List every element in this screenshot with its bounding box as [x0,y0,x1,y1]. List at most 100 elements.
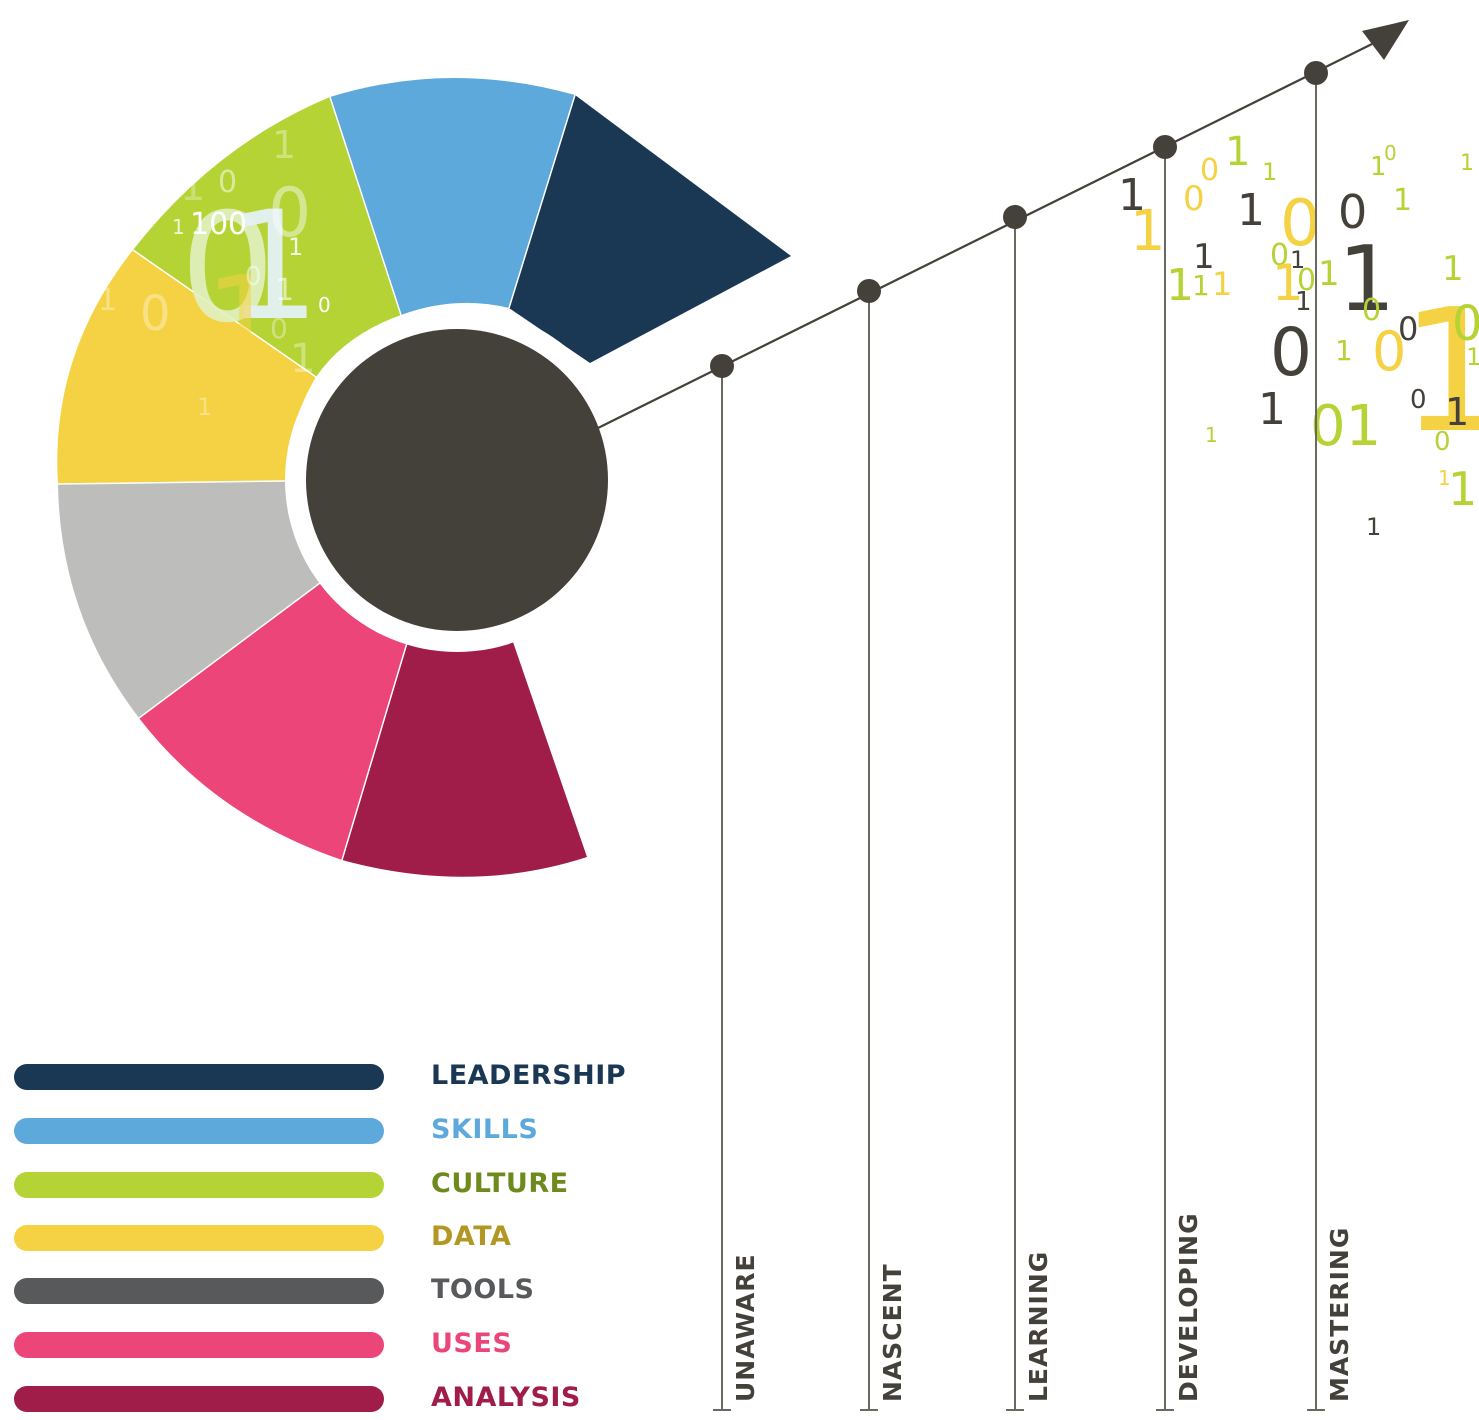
svg-text:0: 0 [228,207,247,242]
svg-text:0: 0 [268,174,311,253]
svg-text:1: 1 [272,123,296,167]
svg-text:1: 1 [98,283,117,318]
svg-text:1: 1 [1438,466,1451,490]
svg-text:1: 1 [1393,183,1412,218]
maturity-ring: 0 1 1 0 10 0 1 1 1 0 1 0 1 0 0 1 0 1 1 [57,77,791,877]
svg-text:0: 0 [1280,187,1321,261]
svg-text:1: 1 [1118,170,1146,221]
legend-swatch [14,1172,384,1198]
svg-text:0: 0 [245,262,262,292]
legend-item-analysis: ANALYSIS [0,1380,700,1420]
legend-swatch [14,1332,384,1358]
hub-circle [306,329,608,631]
svg-text:1: 1 [180,164,205,210]
svg-text:1: 1 [205,252,281,391]
svg-text:0: 0 [318,293,331,317]
svg-text:1: 1 [1295,287,1312,317]
stage-markers: UNAWARE NASCENT LEARNING DEVELOPING MASTERIN… [710,61,1354,1411]
stage-learning: LEARNING [1003,205,1053,1411]
svg-text:1: 1 [1237,185,1265,236]
culture-binary-overlay: 0 1 1 0 10 0 1 1 1 0 1 0 1 0 [172,123,331,391]
svg-text:1: 1 [290,336,315,382]
wedge-analysis[interactable] [342,642,587,877]
svg-text:1: 1 [225,180,320,354]
svg-text:0: 0 [1398,310,1418,348]
svg-text:1: 1 [1290,246,1305,274]
svg-text:0: 0 [1384,141,1397,165]
stage-node[interactable] [857,279,881,303]
svg-text:1: 1 [1460,151,1474,176]
svg-text:1: 1 [1445,390,1469,434]
svg-text:1: 1 [288,233,303,261]
legend-swatch [14,1064,384,1090]
svg-text:0: 0 [1297,263,1316,298]
svg-text:0: 0 [180,182,275,356]
legend-swatch [14,1278,384,1304]
svg-text:1: 1 [1192,269,1210,302]
legend-item-skills: SKILLS [0,1112,700,1152]
legend-swatch [14,1386,384,1412]
svg-text:1: 1 [1466,343,1479,371]
svg-text:0: 0 [1270,238,1289,273]
stage-node[interactable] [710,354,734,378]
svg-text:1: 1 [1166,260,1194,311]
svg-text:0: 0 [1362,293,1381,328]
legend-label: DATA [431,1221,512,1252]
svg-text:0: 0 [1200,153,1219,188]
wedge-culture[interactable] [133,97,401,377]
stage-node[interactable] [1153,135,1177,159]
svg-text:1: 1 [275,273,294,308]
stage-label: UNAWARE [731,1253,760,1402]
legend-label: USES [431,1328,513,1359]
stage-label: MASTERING [1325,1227,1354,1402]
stage-nascent: NASCENT [857,279,907,1411]
legend-item-culture: CULTURE [0,1166,700,1206]
stage-label: LEARNING [1024,1251,1053,1402]
legend: LEADERSHIP SKILLS CULTURE DATA TOOLS USES ANAL… [0,1058,700,1418]
wedge-skills[interactable] [330,77,575,315]
svg-text:1: 1 [197,393,212,421]
legend-label: ANALYSIS [431,1382,581,1413]
svg-text:10: 10 [190,207,228,242]
svg-text:1: 1 [1335,334,1353,367]
stage-node[interactable] [1003,205,1027,229]
svg-text:0: 0 [1410,385,1427,415]
svg-text:0: 0 [270,312,288,345]
legend-label: CULTURE [431,1168,569,1199]
svg-text:1: 1 [1272,254,1304,312]
stage-label: NASCENT [878,1263,907,1402]
legend-label: TOOLS [431,1274,535,1305]
svg-text:1: 1 [1262,158,1277,186]
wedge-tools[interactable] [58,481,320,718]
svg-text:0: 0 [1434,427,1451,457]
stage-developing: DEVELOPING [1153,135,1203,1411]
wedge-leadership[interactable] [509,95,791,363]
svg-text:0: 0 [1270,314,1312,391]
svg-text:01: 01 [1310,394,1381,459]
svg-text:1: 1 [1258,384,1286,435]
svg-text:1: 1 [1338,227,1395,332]
svg-text:0: 0 [1452,296,1479,352]
svg-text:1: 1 [1448,462,1477,516]
svg-text:0: 0 [1372,320,1406,383]
wedge-uses[interactable] [139,583,407,860]
svg-text:0: 0 [1183,179,1205,219]
legend-item-data: DATA [0,1219,700,1259]
stage-label: DEVELOPING [1174,1212,1203,1402]
svg-text:1: 1 [1225,129,1250,175]
svg-text:1: 1 [1212,265,1232,303]
legend-label: SKILLS [431,1114,539,1145]
stage-node[interactable] [1304,61,1328,85]
svg-text:1: 1 [1130,199,1166,264]
svg-text:1: 1 [1366,513,1381,541]
svg-text:1: 1 [1442,249,1464,289]
wedge-data[interactable] [57,250,317,484]
legend-swatch [14,1225,384,1251]
legend-label: LEADERSHIP [431,1060,627,1091]
legend-swatch [14,1118,384,1144]
svg-text:1: 1 [1318,254,1340,294]
svg-text:1: 1 [1370,152,1387,182]
svg-text:0: 0 [140,286,171,342]
svg-text:1: 1 [1205,423,1218,447]
